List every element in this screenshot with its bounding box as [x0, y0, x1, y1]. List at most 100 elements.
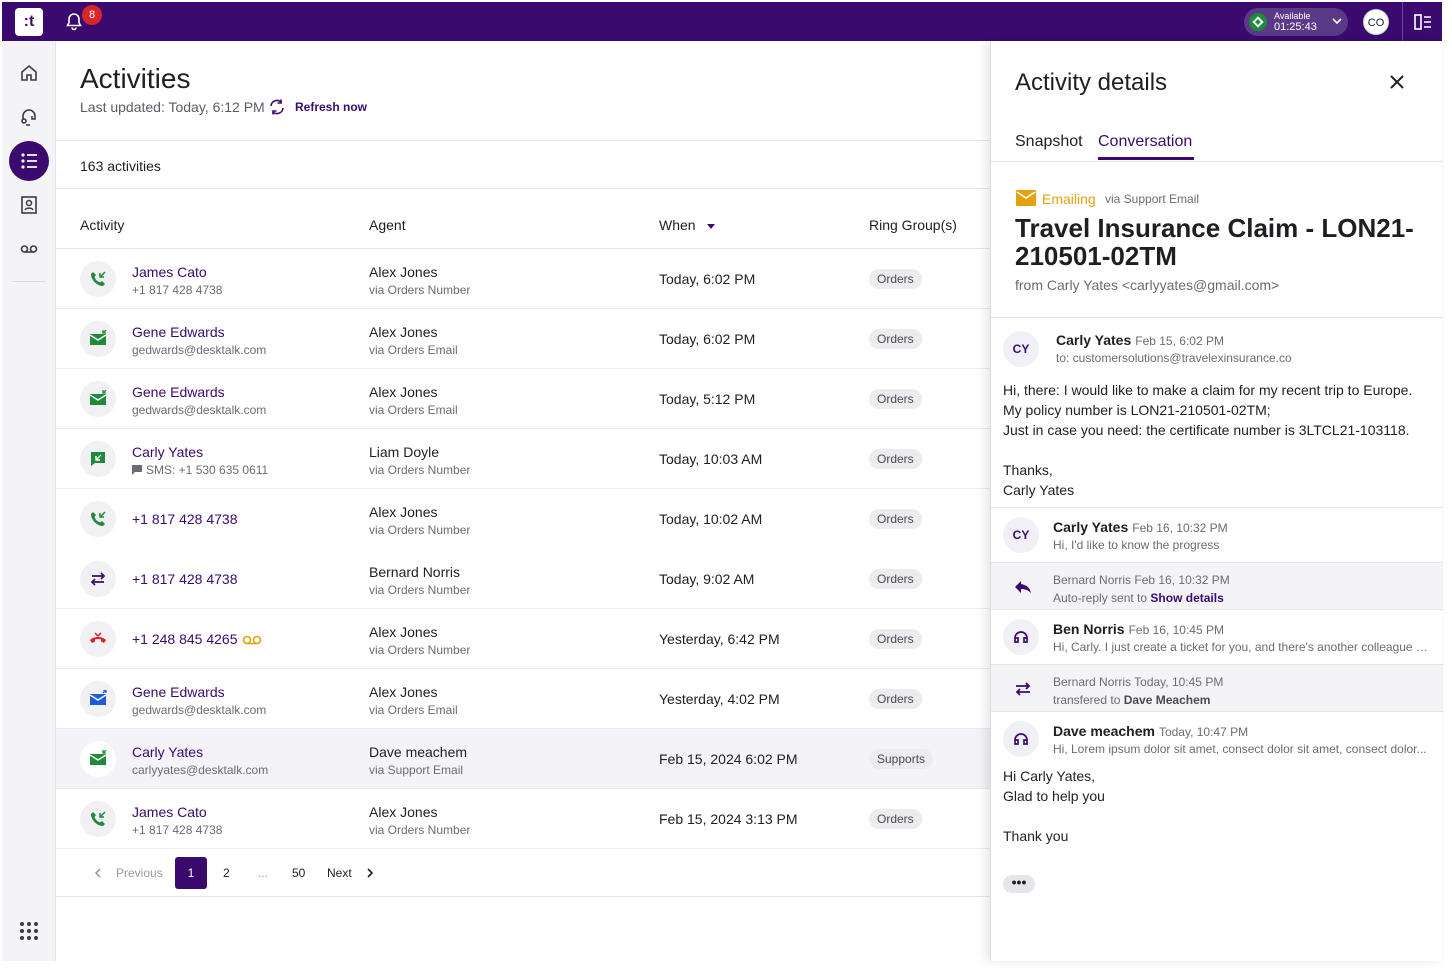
more-options-button[interactable]: ••• [1003, 875, 1035, 893]
app-grid-icon[interactable] [19, 921, 39, 941]
table-row[interactable]: +1 248 845 4265 Alex Jones via Orders Nu… [56, 609, 990, 669]
table-row[interactable]: +1 817 428 4738 Alex Jones via Orders Nu… [56, 489, 990, 549]
column-header-agent[interactable]: Agent [369, 217, 406, 233]
table-row-selected[interactable]: Carly Yates carlyyates@desktalk.com Dave… [56, 729, 990, 789]
nav-voicemail[interactable] [9, 229, 49, 269]
side-panel-toggle-icon[interactable] [1414, 13, 1432, 31]
ring-group-badge: Orders [869, 449, 922, 469]
activity-list-icon [21, 153, 37, 169]
table-row[interactable]: Gene Edwards gedwards@desktalk.com Alex … [56, 669, 990, 729]
ring-group-badge: Orders [869, 689, 922, 709]
message-line: Thank you [1003, 828, 1069, 844]
column-header-activity[interactable]: Activity [80, 217, 125, 233]
pagination: Previous 1 2 ... 50 Next [56, 849, 990, 897]
contact-detail: +1 817 428 4738 [132, 283, 223, 297]
ring-group-badge: Orders [869, 329, 922, 349]
divider [12, 281, 46, 282]
message-line: Carly Yates [1003, 482, 1075, 498]
message-line: Thanks, [1003, 462, 1053, 478]
page-50-button[interactable]: 50 [292, 866, 306, 880]
nav-home[interactable] [9, 53, 49, 93]
contact-name[interactable]: +1 817 428 4738 [132, 511, 238, 527]
ring-group-badge: Orders [869, 809, 922, 829]
transfer-icon [80, 561, 116, 597]
divider [991, 317, 1443, 318]
chevron-left-icon[interactable] [92, 867, 104, 879]
page-2-button[interactable]: 2 [223, 866, 230, 880]
table-row[interactable]: Carly Yates SMS: +1 530 635 0611 Liam Do… [56, 429, 990, 489]
contact-name[interactable]: Gene Edwards [132, 324, 225, 340]
sender-name: Carly Yates [1056, 332, 1132, 348]
contact-detail: gedwards@desktalk.com [132, 703, 267, 717]
contact-name[interactable]: +1 248 845 4265 [132, 631, 238, 647]
outgoing-email-icon [80, 681, 116, 717]
show-details-link[interactable]: Show details [1150, 591, 1224, 605]
activity-time: Today, 6:02 PM [659, 271, 756, 287]
availability-selector[interactable]: Available 01:25:43 [1244, 8, 1348, 36]
contact-name[interactable]: Carly Yates [132, 444, 204, 460]
contact-name[interactable]: Gene Edwards [132, 384, 225, 400]
home-icon [21, 64, 37, 81]
agent-via: via Orders Number [369, 583, 471, 597]
table-row[interactable]: James Cato +1 817 428 4738 Alex Jones vi… [56, 249, 990, 309]
table-row[interactable]: Gene Edwards gedwards@desktalk.com Alex … [56, 309, 990, 369]
reply-icon [1015, 581, 1031, 593]
refresh-now-link[interactable]: Refresh now [295, 100, 368, 114]
ring-group-badge: Supports [869, 749, 934, 769]
table-row[interactable]: James Cato +1 817 428 4738 Alex Jones vi… [56, 789, 990, 849]
channel-label: Emailing [1042, 191, 1096, 207]
message-sender: Carly Yates Feb 15, 6:02 PM [1056, 332, 1224, 348]
ring-group-badge: Orders [869, 569, 922, 589]
activity-time: Yesterday, 6:42 PM [659, 631, 780, 647]
contact-name[interactable]: James Cato [132, 804, 207, 820]
contact-name[interactable]: James Cato [132, 264, 207, 280]
app-logo[interactable]: :t [15, 8, 43, 36]
chevron-right-icon[interactable] [364, 867, 376, 879]
next-page-button[interactable]: Next [327, 866, 352, 880]
message-line: Hi Carly Yates, [1003, 768, 1096, 784]
page-1-button[interactable]: 1 [175, 857, 207, 889]
contact-detail: +1 817 428 4738 [132, 823, 223, 837]
agent-via: via Orders Number [369, 523, 471, 537]
contact-detail: carlyyates@desktalk.com [132, 763, 269, 777]
contact-name[interactable]: Carly Yates [132, 744, 204, 760]
activity-count: 163 activities [80, 158, 161, 174]
tab-conversation[interactable]: Conversation [1098, 133, 1193, 150]
previous-page-button[interactable]: Previous [116, 866, 163, 880]
message-preview[interactable]: Hi, Carly. I just create a ticket for yo… [1053, 640, 1433, 654]
contact-name[interactable]: Gene Edwards [132, 684, 225, 700]
divider [56, 188, 990, 189]
agent-via: via Orders Email [369, 703, 458, 717]
avatar: CY [1003, 517, 1039, 553]
active-tab-indicator [1098, 157, 1194, 160]
bell-icon[interactable] [64, 12, 84, 32]
message-preview[interactable]: Hi, I'd like to know the progress [1053, 538, 1220, 552]
ring-group-badge: Orders [869, 629, 922, 649]
voicemail-icon [242, 635, 262, 645]
activity-time: Today, 10:03 AM [659, 451, 763, 467]
activity-time: Today, 6:02 PM [659, 331, 756, 347]
nav-conversations[interactable] [9, 97, 49, 137]
refresh-icon[interactable] [268, 98, 286, 116]
tab-snapshot[interactable]: Snapshot [1015, 133, 1083, 150]
status-timer: 01:25:43 [1274, 21, 1317, 33]
contact-name[interactable]: +1 817 428 4738 [132, 571, 238, 587]
table-row[interactable]: Gene Edwards gedwards@desktalk.com Alex … [56, 369, 990, 429]
event-text: transfered to Dave Meachem [1053, 693, 1210, 707]
table-row[interactable]: +1 817 428 4738 Bernard Norris via Order… [56, 549, 990, 609]
close-icon[interactable] [1388, 73, 1406, 91]
message-sender: Ben Norris Feb 16, 10:45 PM [1053, 621, 1224, 637]
voicemail-icon [20, 245, 38, 253]
blank-line [1003, 806, 1105, 826]
nav-contacts[interactable] [9, 185, 49, 225]
nav-activities[interactable] [9, 141, 49, 181]
message-sender: Dave meachem Today, 10:47 PM [1053, 723, 1248, 739]
column-header-ring-groups[interactable]: Ring Group(s) [869, 217, 957, 233]
agent-name: Alex Jones [369, 624, 438, 640]
user-avatar[interactable]: CO [1363, 9, 1389, 35]
agent-via: via Support Email [369, 763, 464, 777]
sort-descending-icon[interactable] [706, 223, 716, 231]
message-body: Hi Carly Yates, Glad to help you Thank y… [1003, 766, 1105, 846]
agent-name: Alex Jones [369, 264, 438, 280]
column-header-when[interactable]: When [659, 217, 696, 233]
